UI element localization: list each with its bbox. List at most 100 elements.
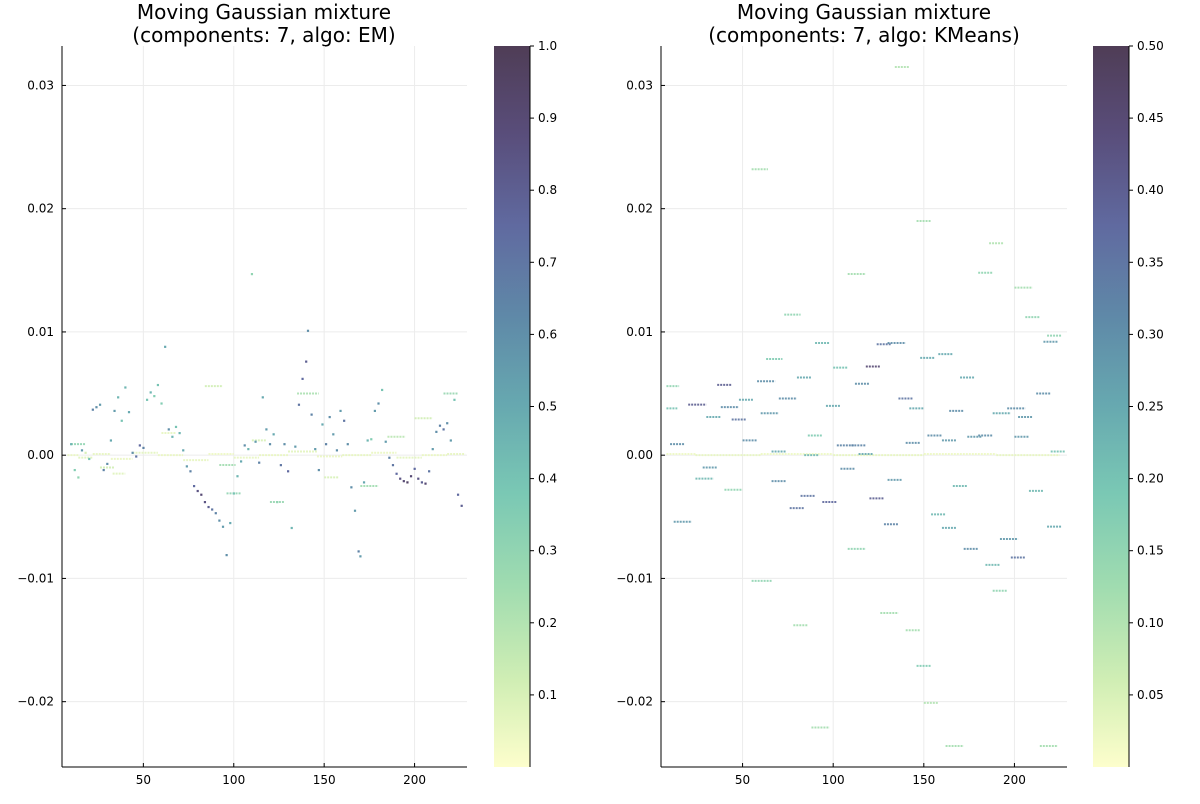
x-tick-label: 50 — [735, 773, 750, 787]
colorbar-tick-label: 0.5 — [538, 400, 557, 414]
chart-kmeans-colorbar: 0.05 0.10 0.15 0.20 0.25 0.30 0.35 0.40 0.45 0.50 — [1093, 39, 1164, 767]
point-mark — [98, 403, 102, 406]
point-mark — [321, 423, 324, 426]
point-mark — [435, 430, 438, 433]
point-mark — [417, 477, 420, 480]
y-tick-label: 0.01 — [27, 325, 54, 339]
point-mark — [221, 525, 225, 528]
x-tick-label: 150 — [313, 773, 336, 787]
point-mark — [80, 449, 84, 452]
chart-em-title-line1: Moving Gaussian mixture — [137, 0, 391, 24]
chart-em-title-line2: (components: 7, algo: EM) — [132, 23, 395, 47]
point-mark — [413, 467, 416, 470]
point-mark — [232, 492, 235, 495]
colorbar-tick-label: 0.9 — [538, 111, 557, 125]
point-mark — [250, 273, 254, 276]
point-mark — [353, 509, 357, 512]
y-tick-label: −0.01 — [17, 571, 54, 585]
point-mark — [377, 402, 380, 405]
point-mark — [91, 408, 94, 411]
chart-kmeans-axes: 50 100 150 200 −0.02 −0.01 0.00 0.01 0.02 0.03 — [616, 46, 1067, 787]
point-mark — [182, 449, 185, 452]
colorbar-tick-label: 0.25 — [1137, 400, 1164, 414]
point-mark — [357, 550, 360, 553]
point-mark — [332, 433, 335, 436]
point-mark — [236, 475, 239, 478]
y-tick-label: −0.01 — [616, 571, 653, 585]
x-tick-label: 100 — [222, 773, 245, 787]
point-mark — [117, 396, 120, 399]
point-mark — [164, 345, 167, 348]
colorbar-gradient — [494, 46, 530, 767]
point-mark — [453, 398, 456, 401]
point-mark — [84, 451, 87, 454]
chart-em-colorbar: 0.1 0.2 0.3 0.4 0.5 0.6 0.7 0.8 0.9 1.0 — [494, 39, 557, 767]
point-mark — [442, 428, 445, 431]
x-tick-label: 200 — [1003, 773, 1026, 787]
point-mark — [218, 519, 221, 522]
y-tick-label: 0.01 — [626, 325, 653, 339]
colorbar-tick-label: 0.20 — [1137, 472, 1164, 486]
y-tick-label: 0.02 — [27, 202, 54, 216]
point-mark — [373, 409, 376, 413]
point-mark — [438, 424, 442, 427]
y-tick-label: −0.02 — [616, 695, 653, 709]
point-mark — [153, 395, 156, 398]
point-mark — [77, 476, 80, 479]
colorbar-tick-label: 0.8 — [538, 183, 557, 197]
point-mark — [279, 464, 282, 467]
point-mark — [346, 443, 349, 446]
point-mark — [343, 419, 346, 422]
point-mark — [167, 428, 170, 431]
point-mark — [106, 462, 109, 466]
point-mark — [258, 461, 261, 464]
point-mark — [449, 439, 452, 442]
point-mark — [156, 383, 160, 387]
point-mark — [362, 481, 366, 484]
point-mark — [142, 446, 145, 449]
point-mark — [420, 481, 423, 484]
point-mark — [324, 443, 328, 446]
point-mark — [102, 468, 105, 472]
point-mark — [428, 470, 431, 473]
colorbar-tick-label: 0.35 — [1137, 255, 1164, 269]
point-mark — [174, 425, 178, 429]
point-mark — [229, 521, 232, 525]
colorbar-tick-label: 0.15 — [1137, 544, 1164, 558]
point-mark — [395, 472, 398, 475]
point-mark — [109, 439, 113, 442]
y-tick-label: 0.02 — [626, 202, 653, 216]
point-mark — [261, 396, 264, 399]
colorbar-tick-label: 0.45 — [1137, 111, 1164, 125]
chart-kmeans: Moving Gaussian mixture (components: 7, … — [616, 0, 1164, 787]
point-mark — [131, 451, 134, 454]
point-mark — [185, 465, 188, 468]
point-mark — [290, 526, 293, 530]
point-mark — [88, 457, 91, 461]
y-tick-label: −0.02 — [17, 695, 54, 709]
point-mark — [196, 489, 199, 493]
chart-em-grid — [62, 46, 467, 767]
y-tick-label: 0.00 — [626, 448, 653, 462]
x-tick-label: 50 — [136, 773, 151, 787]
point-mark — [265, 428, 268, 431]
colorbar-tick-label: 0.3 — [538, 544, 557, 558]
point-mark — [120, 419, 123, 422]
point-mark — [243, 444, 246, 447]
point-mark — [225, 554, 228, 557]
point-mark — [446, 422, 449, 425]
point-mark — [287, 470, 290, 473]
colorbar-gradient — [1093, 46, 1129, 767]
point-mark — [70, 443, 73, 446]
x-tick-label: 150 — [912, 773, 935, 787]
y-tick-label: 0.03 — [626, 78, 653, 92]
point-mark — [276, 501, 279, 504]
point-mark — [203, 501, 207, 504]
point-mark — [317, 468, 320, 472]
point-mark — [189, 470, 192, 473]
colorbar-tick-label: 0.2 — [538, 616, 557, 630]
point-mark — [301, 377, 304, 380]
point-mark — [200, 493, 203, 496]
point-mark — [113, 409, 116, 413]
